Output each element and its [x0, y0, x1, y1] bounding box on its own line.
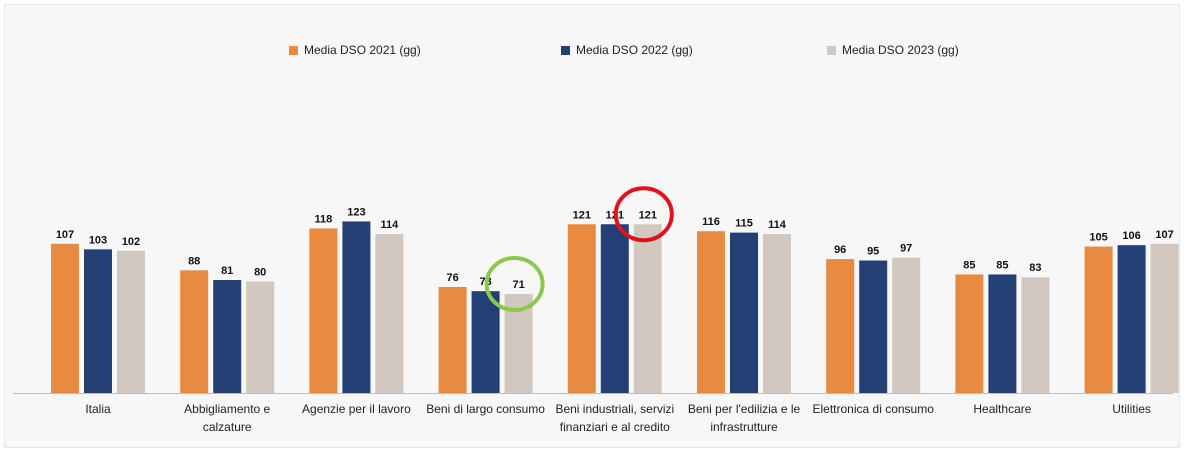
bar	[730, 232, 758, 393]
data-label: 96	[834, 244, 846, 256]
data-label: 105	[1089, 232, 1107, 244]
category-label: Beni per l'edilizia e le	[688, 402, 801, 416]
bar	[246, 281, 275, 393]
category-label: finanziari e al credito	[560, 420, 670, 434]
data-label: 85	[996, 259, 1008, 271]
bar	[213, 280, 242, 393]
data-label: 106	[1122, 230, 1140, 242]
bar	[633, 224, 662, 393]
bar	[375, 234, 404, 393]
category-label: Utilities	[1112, 402, 1151, 416]
bar	[955, 274, 984, 393]
data-label: 88	[188, 255, 200, 267]
bar	[1150, 243, 1179, 393]
bar	[859, 260, 888, 393]
legend-swatch	[827, 45, 836, 55]
data-label: 76	[446, 272, 458, 284]
bar	[600, 224, 629, 393]
bar	[1021, 277, 1050, 393]
data-label: 118	[315, 213, 333, 225]
legend-label: Media DSO 2022 (gg)	[576, 43, 693, 57]
bar	[438, 287, 467, 393]
category-label: Beni di largo consumo	[426, 402, 545, 416]
data-label: 103	[89, 234, 107, 246]
legend-item: Media DSO 2023 (gg)	[827, 43, 959, 57]
data-label: 114	[768, 219, 787, 231]
data-label: 83	[1029, 262, 1041, 274]
bar	[309, 228, 338, 393]
data-label: 102	[122, 236, 140, 248]
bar	[117, 250, 145, 393]
data-label: 115	[735, 218, 753, 230]
bar	[342, 221, 371, 393]
data-label: 97	[900, 243, 912, 255]
category-label: Healthcare	[973, 402, 1031, 416]
category-label: calzature	[203, 420, 252, 434]
legend-swatch	[561, 45, 570, 55]
data-label: 116	[702, 216, 720, 228]
legend-swatch	[289, 45, 298, 55]
data-label: 80	[254, 266, 266, 278]
bar	[697, 231, 725, 393]
data-label: 123	[347, 206, 365, 218]
bar	[892, 257, 921, 393]
bar	[51, 243, 79, 393]
bar	[826, 259, 855, 393]
category-label: Beni industriali, servizi	[555, 402, 674, 416]
category-label: infrastrutture	[710, 420, 778, 434]
bar	[180, 270, 209, 393]
bar-chart: 107 103 102 Italia 88 81 80 Abbigliamento e calz…	[13, 186, 1179, 434]
legend-item: Media DSO 2021 (gg)	[289, 43, 421, 57]
bar	[1084, 246, 1113, 393]
data-label: 114	[381, 219, 400, 231]
category-label: Italia	[85, 402, 111, 416]
data-label: 107	[56, 229, 74, 241]
data-label: 107	[1155, 229, 1173, 241]
legend-item: Media DSO 2022 (gg)	[561, 43, 693, 57]
highlight-circle	[613, 186, 674, 243]
chart-frame: Media DSO 2021 (gg) Media DSO 2022 (gg) Me…	[4, 4, 1180, 448]
data-label: 81	[221, 265, 233, 277]
bar	[763, 234, 791, 393]
bar	[471, 291, 500, 393]
bar	[567, 224, 596, 393]
category-label: Elettronica di consumo	[812, 402, 934, 416]
data-label: 121	[639, 209, 657, 221]
data-label: 71	[512, 279, 524, 291]
bar	[84, 249, 112, 393]
legend-label: Media DSO 2021 (gg)	[304, 43, 421, 57]
category-label: Abbigliamento e	[184, 402, 270, 416]
bar	[1117, 245, 1146, 393]
category-label: Agenzie per il lavoro	[302, 402, 411, 416]
data-label: 95	[867, 246, 879, 258]
bar	[988, 274, 1017, 393]
highlight-circle	[484, 255, 545, 312]
data-label: 121	[573, 209, 591, 221]
data-label: 85	[963, 259, 975, 271]
legend-label: Media DSO 2023 (gg)	[842, 43, 959, 57]
